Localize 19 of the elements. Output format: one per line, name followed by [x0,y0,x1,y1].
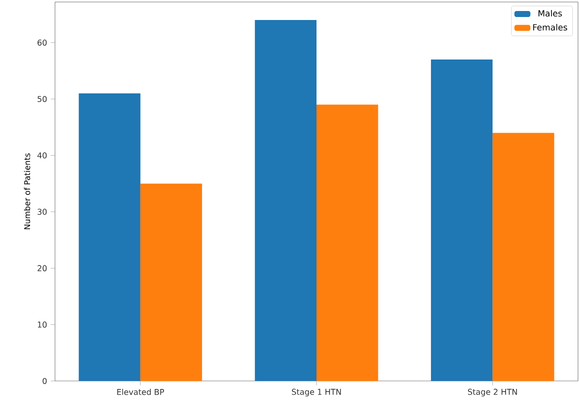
x-tick-label: Elevated BP [117,388,164,395]
bar [140,184,202,381]
bar [430,60,493,381]
x-tick-label: Stage 2 HTN [468,388,517,396]
y-tick-label: 20 [38,265,47,272]
y-tick-label: 60 [38,40,47,46]
y-tick-label: 30 [38,208,47,215]
x-tick-label: Stage 1 HTN [292,388,341,396]
y-tick-label: 50 [38,96,47,102]
bar [78,93,140,381]
legend-label: Males [538,10,562,17]
y-tick-label: 0 [42,378,47,384]
bar [254,20,316,381]
legend-label: Females [533,24,568,31]
y-tick-label: 40 [37,152,47,158]
bar [492,132,554,381]
bar [316,104,378,381]
y-axis-title: Number of Patients [24,153,30,230]
y-tick-label: 10 [38,322,47,328]
